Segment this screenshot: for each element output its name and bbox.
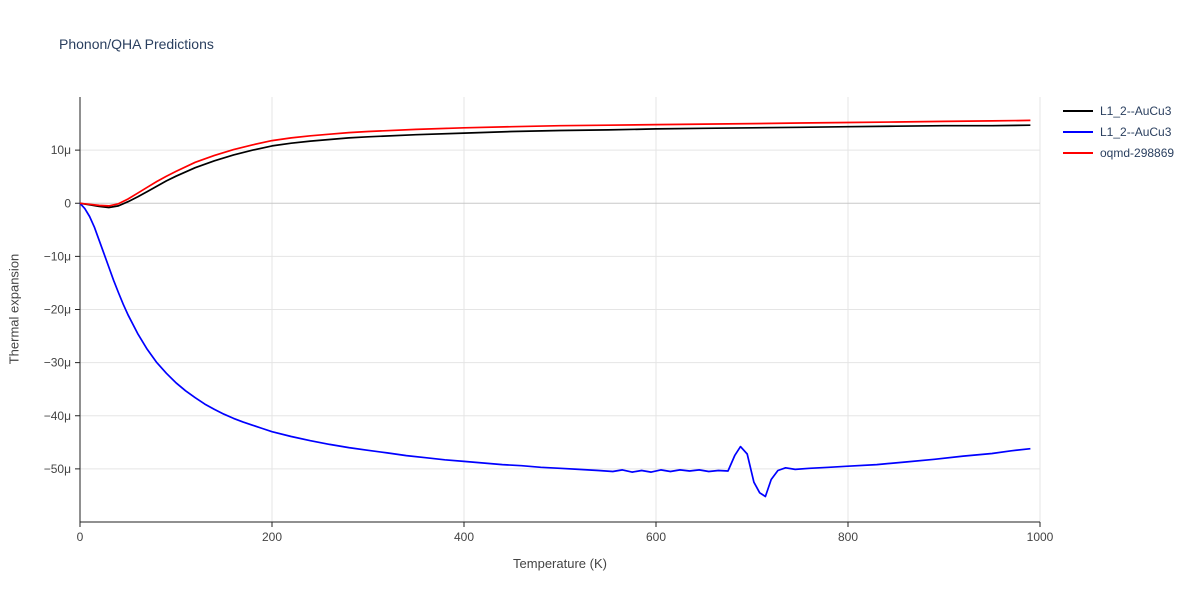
chart-title: Phonon/QHA Predictions <box>59 36 214 52</box>
y-tick-label: −20μ <box>44 303 71 317</box>
x-tick-label: 600 <box>646 530 666 544</box>
legend: L1_2--AuCu3 L1_2--AuCu3 oqmd-298869 <box>1063 103 1174 161</box>
x-tick-label: 800 <box>838 530 858 544</box>
x-tick-label: 400 <box>454 530 474 544</box>
legend-item[interactable]: oqmd-298869 <box>1063 145 1174 161</box>
y-axis-title: Thermal expansion <box>6 253 22 365</box>
y-tick-label: −50μ <box>44 462 71 476</box>
x-tick-label: 0 <box>77 530 84 544</box>
legend-item[interactable]: L1_2--AuCu3 <box>1063 124 1174 140</box>
legend-line-sample <box>1063 131 1093 133</box>
legend-line-sample <box>1063 110 1093 112</box>
y-tick-label: 10μ <box>51 143 71 157</box>
x-axis-title: Temperature (K) <box>513 556 607 571</box>
y-tick-label: −40μ <box>44 409 71 423</box>
series-line-1-L1_2--AuCu3[interactable] <box>79 202 1031 498</box>
y-tick-label: −10μ <box>44 249 71 263</box>
legend-label: oqmd-298869 <box>1100 146 1175 160</box>
y-tick-label: −30μ <box>44 356 71 370</box>
legend-label: L1_2--AuCu3 <box>1100 125 1172 139</box>
legend-line-sample <box>1063 152 1093 154</box>
legend-item[interactable]: L1_2--AuCu3 <box>1063 103 1174 119</box>
legend-label: L1_2--AuCu3 <box>1100 104 1172 118</box>
series-line-2-oqmd-298869[interactable] <box>79 119 1031 207</box>
y-tick-label: 0 <box>64 196 71 210</box>
x-tick-label: 200 <box>262 530 282 544</box>
series-line-0-L1_2--AuCu3[interactable] <box>79 124 1031 209</box>
x-tick-label: 1000 <box>1027 530 1054 544</box>
